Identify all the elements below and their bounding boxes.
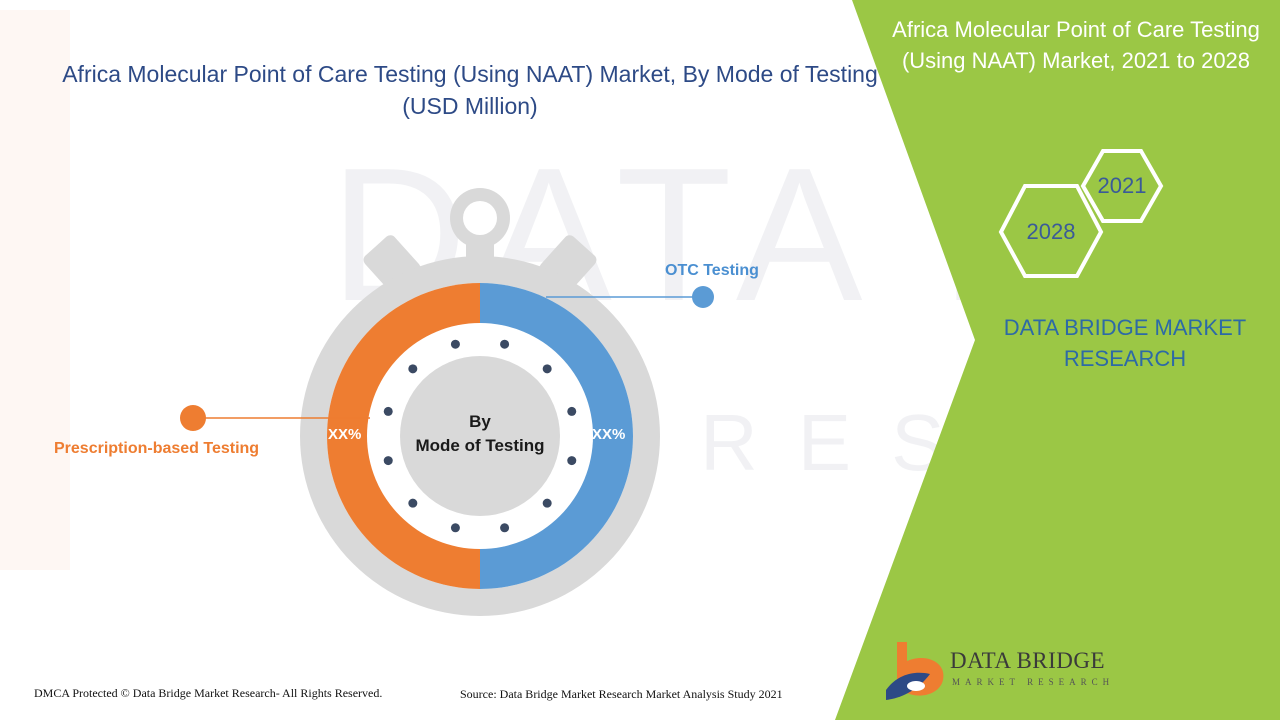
source-text: Source: Data Bridge Market Research Mark…: [460, 687, 783, 701]
logo-tagline: MARKET RESEARCH: [952, 677, 1115, 687]
hexagon-2021: [1080, 149, 1164, 223]
prescription-percent-label: XX%: [328, 426, 362, 443]
dial-dot: [408, 364, 418, 374]
chart-title: Africa Molecular Point of Care Testing (…: [62, 61, 878, 119]
center-label-line1: By: [469, 412, 491, 431]
dial-dot: [567, 406, 577, 416]
brand-name: DATA BRIDGE MARKET RESEARCH: [1003, 315, 1247, 371]
otc-percent-label: XX%: [592, 426, 626, 443]
copyright-text: DMCA Protected © Data Bridge Market Rese…: [34, 686, 383, 700]
legend-otc-testing: OTC Testing: [665, 262, 759, 279]
dial-dot: [450, 339, 460, 349]
dial-dots: [383, 339, 577, 533]
leader-otc: [546, 286, 714, 308]
dial-dot: [500, 523, 510, 533]
panel-title: Africa Molecular Point of Care Testing (…: [892, 17, 1260, 73]
center-label: By Mode of Testing: [390, 410, 570, 458]
dial-dot: [542, 364, 552, 374]
dial-dot: [383, 456, 393, 466]
dial-dot: [408, 498, 418, 508]
dial-dot: [542, 498, 552, 508]
dial-dot: [567, 456, 577, 466]
legend-prescription-testing: Prescription-based Testing: [54, 440, 260, 457]
dial-dot: [500, 339, 510, 349]
year-start-label: 2021: [1097, 173, 1147, 198]
year-end-label: 2028: [1026, 219, 1076, 244]
leader-prescription: [180, 405, 370, 431]
side-panel-background: [835, 0, 1280, 720]
center-label-line2: Mode of Testing: [415, 436, 545, 455]
logo-name: DATA BRIDGE: [950, 648, 1106, 673]
dial-dot: [450, 523, 460, 533]
center-disc: [400, 356, 560, 516]
data-bridge-logo-mark: [886, 642, 944, 700]
dial-dot: [383, 406, 393, 416]
hexagon-2028: [998, 184, 1104, 278]
